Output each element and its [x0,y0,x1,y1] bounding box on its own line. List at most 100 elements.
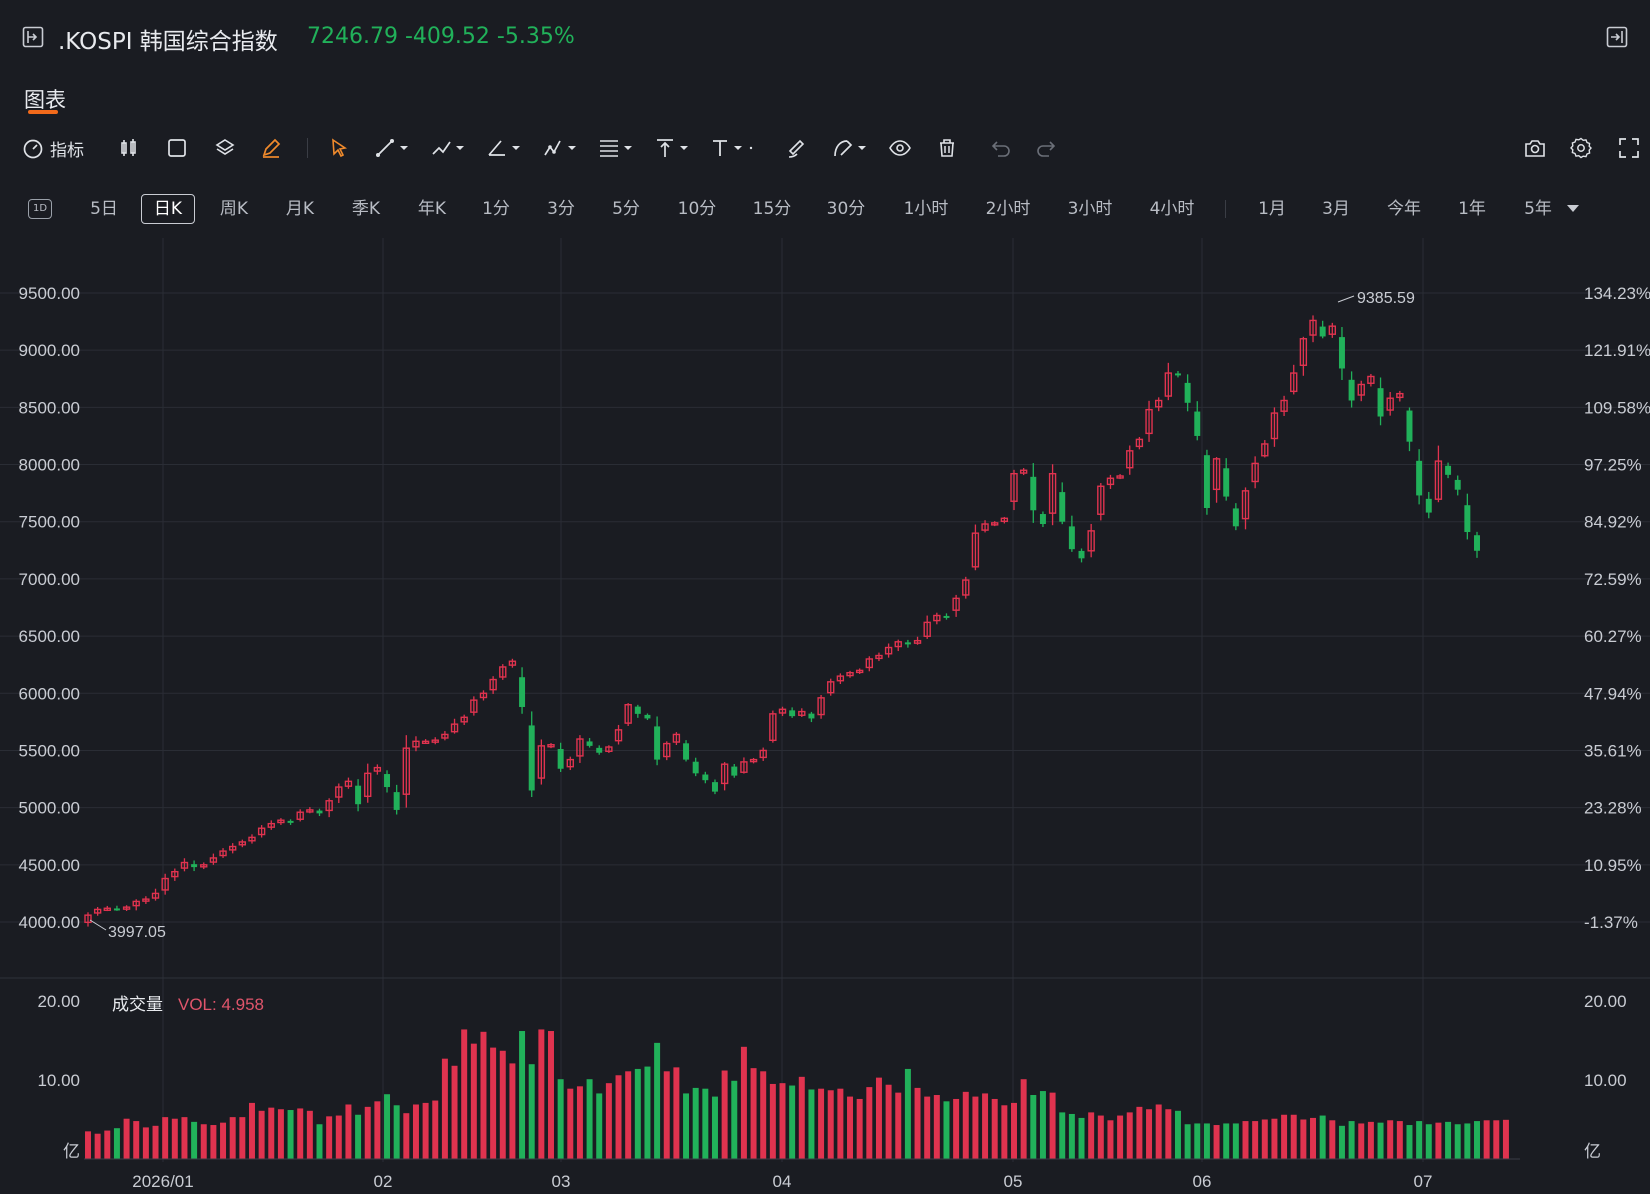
period-badge[interactable]: 1D [28,199,52,219]
volume-bar [1136,1106,1143,1159]
candle-body [1164,372,1173,397]
pct-tick-label: 35.61% [1584,741,1642,760]
rect-icon[interactable] [166,130,188,166]
volume-unit-label-right: 亿 [1584,1142,1601,1162]
candle-body [596,747,603,753]
redo-icon[interactable] [1035,130,1057,166]
period-3h[interactable]: 3小时 [1067,199,1113,219]
period-30min[interactable]: 30分 [826,199,866,219]
candle-body [1000,517,1009,523]
trash-icon[interactable] [936,130,958,166]
cursor-icon[interactable] [328,130,350,166]
candle-body [1425,498,1432,513]
pct-tick-label: 97.25% [1584,456,1642,475]
volume-bar [1502,1119,1509,1159]
range-5y[interactable]: 5年 [1524,199,1552,219]
period-yearly[interactable]: 年K [417,199,447,219]
period-3min[interactable]: 3分 [547,199,575,219]
price-tick-label: 7000.00 [19,570,80,589]
collapse-panel-icon[interactable] [22,26,44,48]
volume-tick-label: 20.00 [37,992,80,1011]
brush-tool-icon[interactable] [786,130,808,166]
volume-bar [422,1102,429,1159]
range-1m[interactable]: 1月 [1258,199,1286,219]
price-tick-label: 6500.00 [19,627,80,646]
pattern-tool-icon[interactable] [542,130,582,166]
indicator-button[interactable]: 指标 [22,130,84,166]
candle-body [412,740,420,748]
candle-body [508,660,517,666]
candle-body [846,671,854,677]
volume-bar [953,1098,960,1159]
period-quarterly[interactable]: 季K [351,199,381,219]
fib-tool-icon[interactable] [598,130,638,166]
range-dropdown-icon[interactable] [1562,194,1584,224]
candle-body [1445,465,1452,475]
eye-icon[interactable] [888,130,912,166]
period-1min[interactable]: 1分 [482,199,510,219]
settings-icon[interactable] [1570,130,1592,166]
volume-bar [306,1110,313,1159]
period-weekly[interactable]: 周K [219,199,249,219]
volume-bar [1117,1115,1124,1159]
volume-bar [1310,1117,1317,1159]
x-tick-label: 04 [773,1172,792,1191]
candle-body [865,658,874,669]
volume-bar [142,1127,149,1159]
period-2h[interactable]: 2小时 [985,199,1031,219]
volume-bar [393,1105,400,1159]
volume-bar [779,1083,786,1159]
path-tool-icon[interactable] [430,130,470,166]
volume-tick-label: 10.00 [37,1071,80,1090]
period-5min[interactable]: 5分 [612,199,640,219]
kline-chart[interactable]: 9500.00 134.23% 9000.00 121.91% 8500.00 109.5… [0,238,1650,1194]
candle-body [180,861,189,869]
volume-bar [384,1094,391,1159]
volume-bar [1281,1114,1288,1159]
pct-tick-label: 10.95% [1584,856,1642,875]
candle-body [248,836,256,842]
volume-bar [162,1117,169,1159]
price-tick-label: 9000.00 [19,341,80,360]
range-1y[interactable]: 1年 [1458,199,1486,219]
period-monthly[interactable]: 月K [285,199,315,219]
volume-bar [1001,1105,1008,1159]
volume-bar [133,1121,140,1159]
period-4h[interactable]: 4小时 [1149,199,1195,219]
candle-body [287,820,294,823]
volume-bar [113,1128,120,1159]
period-10min[interactable]: 10分 [677,199,717,219]
volume-bar [1454,1124,1461,1159]
volume-bar [470,1043,477,1159]
period-daily[interactable]: 日K [141,194,195,224]
magnet-icon[interactable] [832,130,872,166]
line-tool-icon[interactable] [374,130,414,166]
tab-chart[interactable]: 图表 [24,88,66,112]
candle-type-icon[interactable] [118,130,140,166]
expand-panel-icon[interactable] [1606,26,1628,48]
range-ytd[interactable]: 今年 [1387,199,1421,219]
volume-bar [615,1075,622,1159]
camera-icon[interactable] [1524,130,1546,166]
period-5d[interactable]: 5日 [90,199,118,219]
range-3m[interactable]: 3月 [1322,199,1350,219]
undo-icon[interactable] [990,130,1012,166]
period-15min[interactable]: 15分 [752,199,792,219]
candle-body [1010,472,1018,502]
candle-body [923,621,931,637]
candle-body [1241,490,1250,520]
angle-tool-icon[interactable] [486,130,526,166]
volume-bar [1165,1109,1172,1159]
period-1h[interactable]: 1小时 [903,199,949,219]
measure-tool-icon[interactable] [654,130,694,166]
fullscreen-icon[interactable] [1618,130,1640,166]
layers-icon[interactable] [214,130,236,166]
price-tick-label: 5500.00 [19,741,80,760]
volume-bar [1300,1119,1307,1159]
candle-body [1261,443,1269,457]
candle-body [393,792,400,810]
max-marker-line [1337,295,1355,303]
pencil-icon[interactable] [260,130,282,166]
candle-body [316,810,323,814]
text-tool-icon[interactable] [710,130,760,166]
